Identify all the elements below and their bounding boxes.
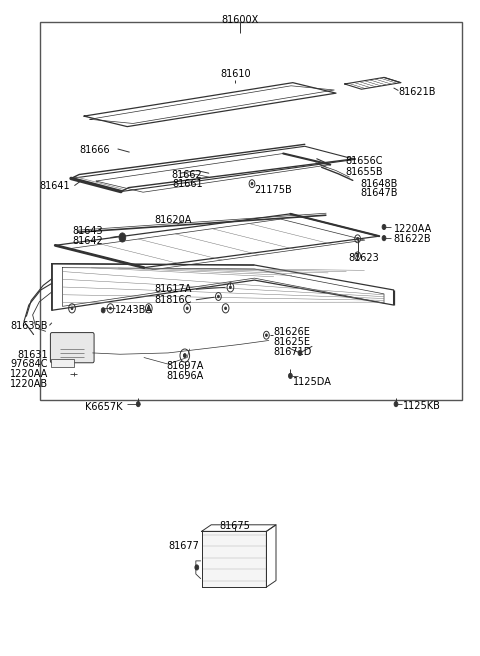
Circle shape (265, 334, 267, 337)
Circle shape (357, 255, 359, 257)
Circle shape (225, 307, 227, 310)
FancyBboxPatch shape (50, 333, 94, 363)
Text: 81635B: 81635B (11, 321, 48, 331)
Text: 81656C: 81656C (346, 156, 383, 167)
Text: 81617A: 81617A (155, 284, 192, 295)
Circle shape (394, 401, 398, 407)
Text: 81696A: 81696A (166, 371, 204, 381)
Bar (40, 22, 462, 400)
Text: 21175B: 21175B (254, 185, 292, 195)
Text: 81623: 81623 (348, 253, 379, 264)
Circle shape (119, 233, 126, 242)
Text: 81662: 81662 (172, 170, 203, 180)
Text: 81626E: 81626E (274, 327, 311, 337)
Text: 81666: 81666 (80, 144, 110, 155)
Text: 81655B: 81655B (346, 167, 383, 177)
Text: 81647B: 81647B (360, 188, 397, 198)
Text: 81622B: 81622B (394, 234, 431, 245)
Text: 1220AA: 1220AA (10, 369, 48, 379)
Circle shape (298, 350, 302, 356)
Circle shape (109, 307, 111, 310)
Text: 81631: 81631 (17, 350, 48, 360)
Circle shape (382, 224, 386, 230)
Circle shape (71, 307, 73, 310)
Text: 1220AA: 1220AA (394, 224, 432, 234)
Circle shape (229, 286, 231, 289)
Circle shape (186, 307, 188, 310)
Circle shape (382, 236, 386, 241)
Text: 81600X: 81600X (221, 15, 259, 25)
Circle shape (101, 308, 105, 313)
Text: 81620A: 81620A (154, 215, 192, 225)
Circle shape (195, 565, 199, 570)
Text: 81671D: 81671D (274, 347, 312, 358)
Text: K6657K: K6657K (85, 401, 122, 412)
Circle shape (183, 354, 186, 358)
Text: 81816C: 81816C (155, 295, 192, 305)
Text: 1125KB: 1125KB (403, 401, 441, 411)
Text: 81648B: 81648B (360, 178, 397, 189)
Text: 81677: 81677 (168, 541, 199, 552)
Circle shape (251, 182, 253, 185)
Text: 81641: 81641 (39, 180, 70, 191)
Text: 81621B: 81621B (398, 87, 436, 97)
Circle shape (136, 401, 140, 407)
Text: 81661: 81661 (172, 179, 203, 189)
Text: 1125DA: 1125DA (293, 377, 332, 387)
Text: 1243BA: 1243BA (115, 305, 153, 316)
Text: 81625E: 81625E (274, 337, 311, 347)
Circle shape (148, 307, 150, 310)
Text: 1220AB: 1220AB (10, 379, 48, 389)
Text: 97684C: 97684C (11, 359, 48, 369)
Bar (202, 531, 266, 587)
Circle shape (217, 295, 219, 298)
Circle shape (288, 373, 292, 379)
Text: 81643: 81643 (72, 226, 103, 236)
Text: 81642: 81642 (72, 236, 103, 246)
Circle shape (357, 237, 359, 240)
Text: 81697A: 81697A (166, 361, 204, 371)
FancyBboxPatch shape (51, 359, 74, 367)
Text: 81675: 81675 (220, 522, 251, 531)
Circle shape (184, 354, 186, 357)
Text: 81610: 81610 (220, 69, 251, 79)
